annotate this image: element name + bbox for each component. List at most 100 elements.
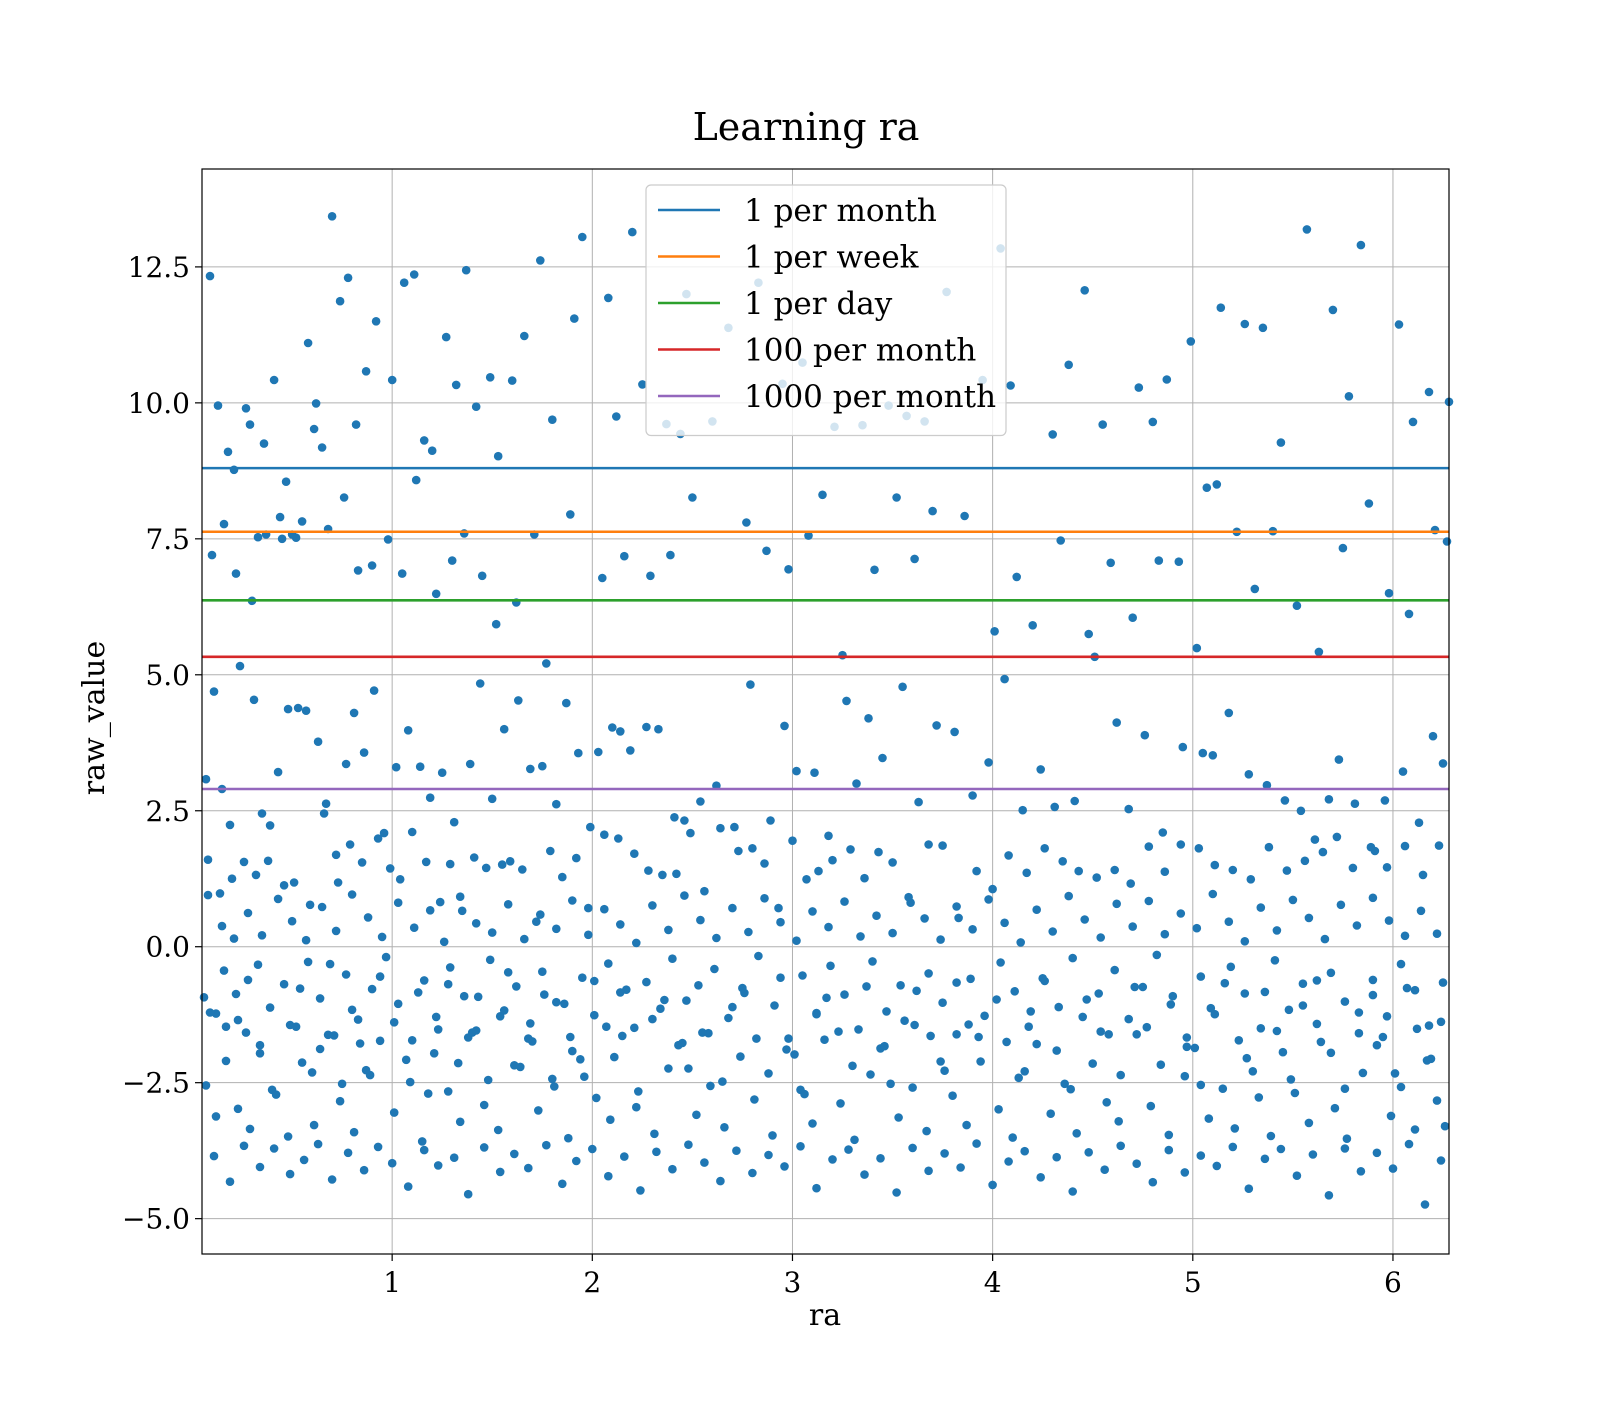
scatter-point [1028, 621, 1037, 630]
scatter-point [201, 774, 211, 784]
scatter-point [616, 920, 625, 929]
scatter-point [1262, 780, 1272, 790]
scatter-point [538, 761, 547, 771]
scatter-point [1144, 842, 1154, 851]
scatter-point [664, 1064, 673, 1073]
scatter-point [361, 1065, 371, 1075]
scatter-point [808, 907, 817, 916]
scatter-point [754, 951, 763, 961]
scatter-point [1298, 979, 1308, 988]
scatter-point [1116, 1141, 1125, 1151]
scatter-point [409, 270, 419, 279]
scatter-point [576, 1055, 585, 1064]
scatter-point [868, 957, 877, 966]
scatter-point [664, 925, 673, 935]
scatter-point [341, 970, 351, 979]
scatter-point [435, 897, 445, 907]
scatter-point [1166, 1000, 1176, 1009]
scatter-point [1260, 1154, 1270, 1164]
scatter-point [205, 1008, 215, 1017]
scatter-point [487, 928, 497, 937]
scatter-point [255, 1040, 265, 1050]
scatter-point [257, 809, 267, 818]
scatter-point [1020, 1067, 1029, 1076]
scatter-point [1344, 392, 1354, 401]
scatter-point [724, 1013, 733, 1023]
scatter-point [844, 1145, 853, 1154]
scatter-point [1272, 1026, 1282, 1036]
scatter-point [1112, 718, 1121, 727]
x-tick-label: 1 [383, 1266, 401, 1299]
scatter-point [798, 971, 807, 980]
scatter-point [475, 679, 485, 688]
scatter-point [487, 794, 497, 804]
scatter-point [658, 870, 667, 880]
y-tick-label: 5.0 [145, 659, 190, 692]
scatter-point [1400, 931, 1410, 941]
scatter-point [1368, 975, 1378, 985]
scatter-point [1400, 841, 1410, 851]
scatter-point [279, 979, 289, 989]
scatter-point [732, 1146, 741, 1155]
scatter-point [1244, 1184, 1254, 1193]
scatter-point [966, 974, 975, 984]
scatter-point [337, 1079, 347, 1089]
scatter-point [1182, 1033, 1192, 1042]
scatter-point [451, 380, 461, 390]
scatter-point [1296, 806, 1306, 816]
scatter-point [744, 927, 753, 937]
x-tick-label: 5 [1184, 1266, 1202, 1299]
scatter-point [1080, 286, 1089, 295]
scatter-point [295, 984, 305, 993]
scatter-point [241, 404, 251, 413]
scatter-point [407, 1036, 417, 1045]
scatter-point [499, 724, 509, 734]
scatter-point [846, 845, 855, 854]
scatter-point [1168, 991, 1178, 1001]
scatter-point [620, 551, 629, 561]
scatter-point [1270, 956, 1280, 965]
scatter-point [1010, 987, 1019, 996]
scatter-point [892, 493, 901, 502]
scatter-point [1124, 1014, 1133, 1024]
scatter-point [852, 779, 861, 788]
scatter-point [233, 1104, 243, 1114]
scatter-point [1040, 976, 1049, 986]
scatter-point [972, 866, 981, 876]
scatter-point [289, 878, 299, 887]
scatter-point [1324, 795, 1334, 804]
scatter-point [1114, 1117, 1123, 1126]
scatter-point [1436, 1017, 1446, 1027]
scatter-point [1356, 1167, 1366, 1176]
scatter-point [1356, 240, 1366, 250]
scatter-point [471, 1026, 481, 1035]
scatter-point [1176, 909, 1186, 918]
scatter-point [1210, 1009, 1220, 1019]
scatter-point [1438, 759, 1448, 768]
scatter-point [1106, 558, 1115, 568]
scatter-point [209, 1151, 219, 1161]
scatter-point [1320, 934, 1330, 944]
scatter-point [860, 873, 869, 883]
scatter-point [379, 828, 389, 838]
scatter-point [269, 1144, 279, 1153]
scatter-point [592, 1093, 601, 1103]
scatter-point [493, 451, 503, 461]
scatter-point [225, 820, 235, 830]
scatter-point [1336, 900, 1346, 910]
scatter-point [938, 841, 947, 850]
scatter-point [572, 853, 581, 863]
scatter-point [405, 1077, 415, 1087]
scatter-point [512, 982, 521, 991]
scatter-point [327, 212, 337, 221]
scatter-point [1226, 962, 1236, 972]
scatter-point [874, 847, 883, 857]
scatter-point [1052, 1152, 1061, 1162]
scatter-point [419, 1145, 429, 1155]
scatter-point [1410, 985, 1420, 995]
scatter-point [1196, 972, 1206, 981]
scatter-point [307, 1068, 317, 1077]
scatter-point [1128, 613, 1137, 622]
scatter-point [1178, 742, 1188, 752]
